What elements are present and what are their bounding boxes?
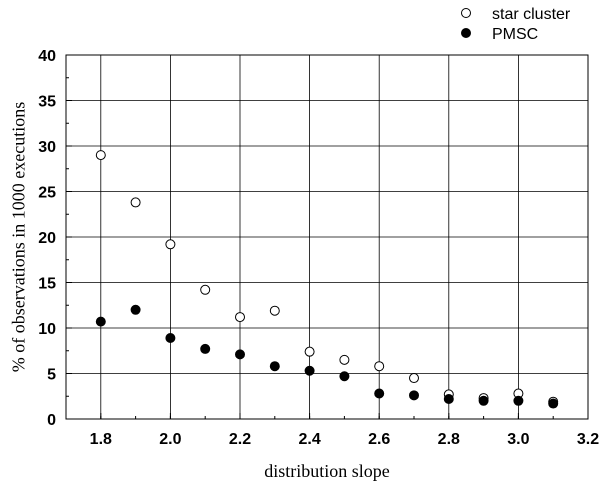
star-cluster-point	[269, 305, 280, 316]
legend: star cluster PMSC	[461, 6, 571, 43]
y-tick-label: 0	[47, 412, 56, 429]
pmsc-point	[165, 333, 176, 344]
star-cluster-point	[409, 373, 419, 384]
pmsc-point	[478, 395, 489, 406]
x-tick-label: 1.8	[90, 431, 112, 448]
x-tick-label: 2.4	[298, 431, 320, 448]
y-tick-label: 40	[38, 48, 56, 65]
y-tick-label: 30	[38, 139, 56, 156]
y-tick-label: 15	[38, 276, 56, 293]
x-tick-label: 2.8	[438, 431, 460, 448]
pmsc-point	[374, 388, 385, 399]
pmsc-point	[95, 316, 106, 327]
axis-ticks	[65, 54, 589, 420]
pmsc-point	[513, 395, 524, 406]
y-tick-label: 35	[38, 94, 56, 111]
star-cluster-point	[235, 312, 245, 323]
star-cluster-point	[200, 284, 211, 295]
y-tick-label: 5	[47, 367, 56, 384]
x-tick-label: 2.2	[229, 431, 251, 448]
pmsc-point	[443, 393, 454, 404]
x-axis-title: distribution slope	[264, 461, 390, 481]
pmsc-point	[548, 398, 559, 409]
y-tick-label: 10	[38, 321, 56, 338]
y-axis-title: % of observations in 1000 executions	[8, 102, 28, 372]
star-cluster-point	[304, 346, 315, 357]
data-points	[95, 150, 559, 409]
pmsc-point	[235, 349, 245, 360]
pmsc-point	[409, 390, 419, 401]
x-tick-label: 3.0	[507, 431, 529, 448]
legend-label: star cluster	[492, 6, 571, 23]
gridlines	[66, 54, 589, 420]
y-tick-label: 25	[38, 185, 56, 202]
pmsc-point	[130, 304, 141, 315]
legend-marker	[461, 8, 471, 18]
tick-labels: 1.8 2.0 2.2 2.4 2.6 2.8 3.0 3.2 0 5 10 15 20 25 30 35 40	[38, 48, 599, 448]
x-tick-label: 2.0	[159, 431, 181, 448]
star-cluster-point	[95, 150, 106, 161]
x-tick-label: 3.2	[577, 431, 599, 448]
legend-marker	[461, 28, 471, 38]
star-cluster-point	[165, 239, 176, 250]
pmsc-point	[200, 343, 211, 354]
pmsc-point	[269, 361, 280, 372]
x-tick-label: 2.6	[368, 431, 390, 448]
star-cluster-point	[130, 197, 141, 208]
star-cluster-point	[374, 361, 385, 372]
y-tick-label: 20	[38, 230, 56, 247]
legend-label: PMSC	[492, 26, 538, 43]
star-cluster-point	[339, 354, 350, 365]
pmsc-point	[304, 365, 315, 376]
pmsc-point	[339, 371, 350, 382]
